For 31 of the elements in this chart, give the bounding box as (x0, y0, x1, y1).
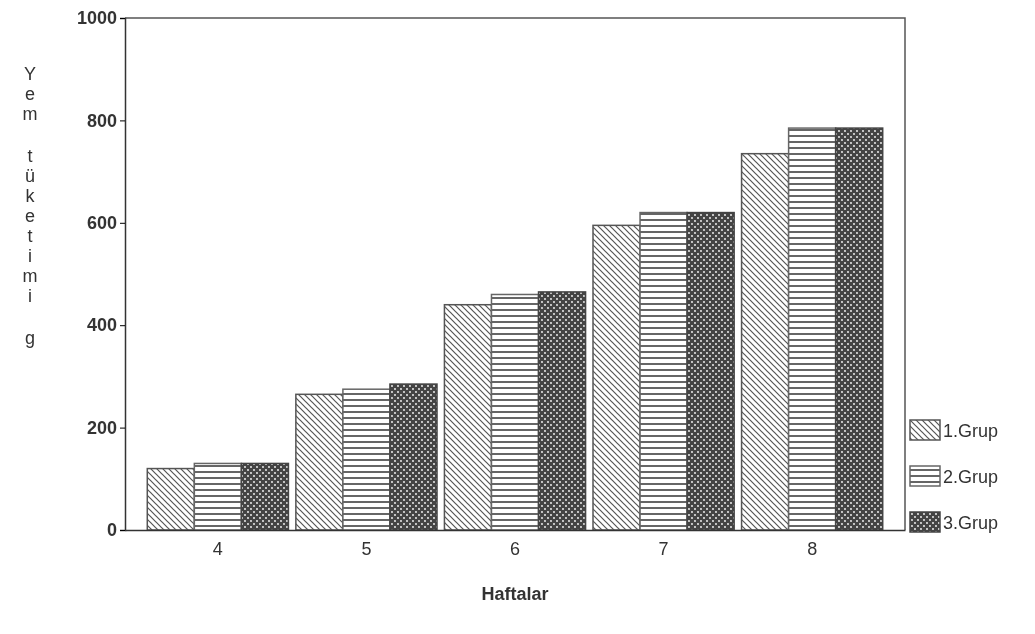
bar (240, 462, 290, 531)
x-axis-title: Haftalar (481, 584, 549, 604)
bar (592, 224, 641, 531)
y-tick-label: 600 (86, 213, 117, 234)
legend-label: 3.Grup (943, 513, 999, 533)
bar (443, 303, 493, 531)
bar (146, 467, 196, 531)
x-tick-label: 8 (807, 538, 818, 559)
bar (740, 152, 790, 531)
bar (834, 127, 884, 531)
text: Yem tüketimi g (22, 64, 38, 348)
bar (490, 293, 540, 531)
bar (686, 211, 735, 531)
y-tick-label: 0 (106, 520, 117, 541)
legend-label: 2.Grup (943, 467, 999, 487)
y-tick-label: 400 (86, 315, 117, 336)
x-tick-label: 6 (509, 538, 521, 559)
bar (193, 462, 243, 531)
bar (537, 291, 587, 531)
y-tick-label: 800 (86, 110, 117, 131)
x-tick-label: 5 (361, 538, 372, 559)
bar (389, 383, 438, 531)
bar (787, 127, 837, 531)
legend-label: 1.Grup (943, 421, 999, 441)
y-tick-label: 200 (86, 417, 117, 438)
bar (639, 211, 688, 531)
x-tick-label: 7 (658, 538, 669, 559)
bar (295, 393, 344, 531)
x-tick-label: 4 (212, 538, 223, 559)
y-tick-label: 1000 (76, 8, 117, 29)
bar (342, 388, 391, 531)
